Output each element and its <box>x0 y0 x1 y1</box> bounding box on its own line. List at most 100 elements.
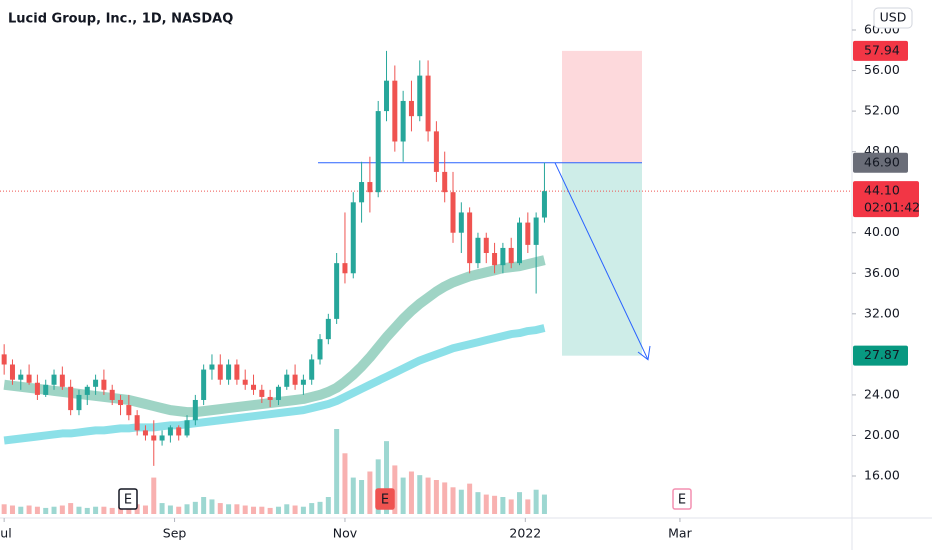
arrow-head <box>637 345 651 361</box>
earnings-badge <box>118 488 138 510</box>
currency-label: USD <box>880 10 907 25</box>
volume-bar <box>309 503 315 514</box>
candle-body <box>317 339 323 360</box>
candle-body <box>417 75 423 117</box>
volume-bar <box>350 477 356 514</box>
y-tick-label: 24.00 <box>864 386 900 401</box>
candle-body <box>384 80 390 112</box>
candle-body <box>59 374 65 387</box>
candle-body <box>492 253 498 266</box>
y-tick-label: 16.00 <box>864 468 900 483</box>
candle-body <box>292 374 298 385</box>
candle-body <box>300 379 306 385</box>
volume-bar <box>425 477 431 514</box>
candle-body <box>442 171 448 193</box>
earnings-label: E <box>678 493 686 508</box>
candle-body <box>375 111 381 193</box>
candle-body <box>93 379 99 387</box>
last-price-label: 44.10 <box>864 183 900 198</box>
volume-bar <box>142 505 148 514</box>
y-tick-label: 32.00 <box>864 305 900 320</box>
earnings-badge <box>375 488 395 510</box>
volume-bar <box>101 506 107 514</box>
volume-bar <box>109 507 115 514</box>
volume-bar <box>508 499 514 514</box>
candle-body <box>167 427 173 436</box>
candle-body <box>467 212 473 264</box>
volume-bar <box>209 499 215 514</box>
y-tick-label: 36.00 <box>864 265 900 280</box>
volume-bar <box>317 501 323 514</box>
volume-bar <box>1 504 7 514</box>
x-tick-label: Jul <box>0 526 12 541</box>
x-tick-label: Mar <box>668 526 692 541</box>
volume-bar <box>68 503 74 514</box>
volume-bar <box>242 505 248 514</box>
volume-bar <box>251 506 257 514</box>
volume-bar <box>134 504 140 514</box>
candle-body <box>450 192 456 233</box>
candle-body <box>226 364 232 380</box>
x-tick-label: Sep <box>163 526 187 541</box>
volume-bar <box>492 495 498 514</box>
candle-body <box>76 394 82 411</box>
candle-body <box>342 263 348 274</box>
candle-body <box>508 247 514 264</box>
candle-body <box>184 420 190 436</box>
candle-body <box>242 379 248 385</box>
volume-bar <box>442 482 448 514</box>
volume-bar <box>417 475 423 514</box>
candle-body <box>209 364 215 370</box>
candle-body <box>367 182 373 193</box>
candle-body <box>126 405 132 416</box>
volume-bar <box>450 487 456 514</box>
stop-zone <box>562 50 642 163</box>
volume-bar <box>334 429 340 514</box>
candle-body <box>325 318 331 340</box>
volume-bar <box>59 505 65 514</box>
candle-body <box>350 202 356 274</box>
volume-bar <box>475 492 481 514</box>
volume-bar <box>93 506 99 514</box>
candle-body <box>159 435 165 441</box>
last-price-bg <box>853 181 919 218</box>
volume-bar <box>43 507 49 514</box>
volume-bar <box>367 471 373 514</box>
candle-body <box>267 396 273 400</box>
position-label: 27.87 <box>864 347 900 362</box>
volume-bar <box>292 505 298 514</box>
volume-bar <box>159 503 165 514</box>
volume-bar <box>51 506 57 514</box>
candle-body <box>541 191 547 218</box>
candle-body <box>118 399 124 406</box>
candle-body <box>458 212 464 233</box>
volume-bar <box>9 505 15 514</box>
volume-bar <box>275 506 281 514</box>
candle-body <box>201 369 207 400</box>
position-label-bg <box>853 40 908 61</box>
volume-bar <box>167 505 173 514</box>
volume-bar <box>400 477 406 514</box>
candle-body <box>18 374 24 380</box>
y-tick-label: 52.00 <box>864 103 900 118</box>
volume-bar <box>384 441 390 514</box>
candle-body <box>43 384 49 395</box>
candle-body <box>26 374 32 383</box>
earnings-badge <box>672 488 692 510</box>
candle-body <box>500 247 506 266</box>
volume-bar <box>192 501 198 514</box>
position-label: 57.94 <box>864 42 900 57</box>
position-label-bg <box>853 345 908 366</box>
candle-body <box>533 217 539 245</box>
volume-bar <box>467 483 473 514</box>
currency-bg <box>873 7 913 29</box>
volume-bar <box>234 504 240 514</box>
volume-bar <box>201 497 207 514</box>
volume-bar <box>433 480 439 514</box>
volume-bar <box>392 465 398 514</box>
volume-bar <box>267 507 273 514</box>
volume-bar <box>533 489 539 514</box>
chart-title: Lucid Group, Inc., 1D, NASDAQ <box>8 12 233 27</box>
volume-bar <box>26 505 32 514</box>
